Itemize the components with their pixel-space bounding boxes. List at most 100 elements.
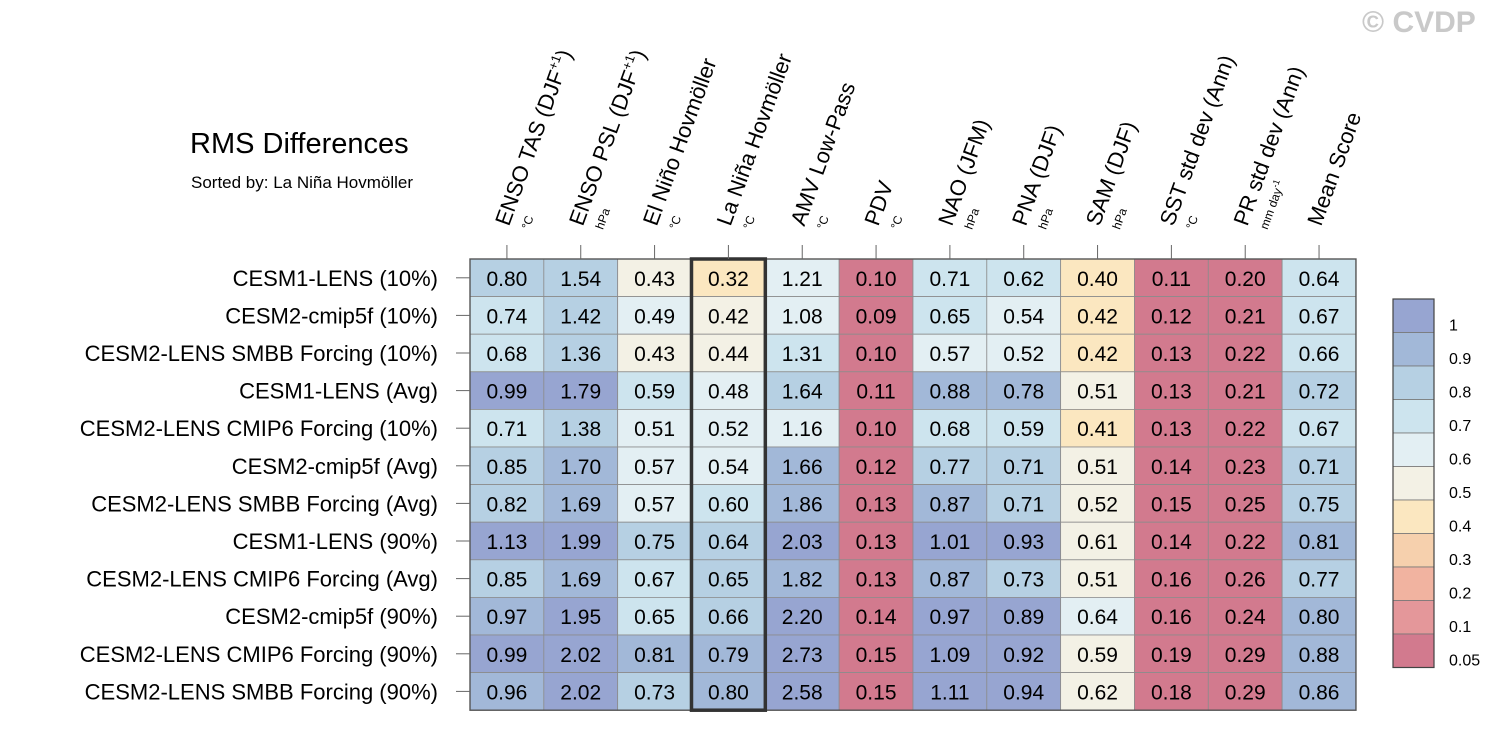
cell-value: 0.62 — [1003, 268, 1044, 291]
cell-value: 0.13 — [856, 531, 897, 554]
heatmap-cell — [1134, 408, 1209, 448]
heatmap-cell — [617, 371, 692, 410]
heatmap-cell — [1060, 634, 1135, 673]
heatmap-cell — [838, 408, 914, 448]
heatmap-cell — [617, 634, 692, 673]
cell-value: 0.57 — [634, 493, 675, 516]
cell-value: 0.51 — [1077, 569, 1118, 592]
heatmap-cell — [543, 484, 619, 523]
cell-value: 0.57 — [929, 343, 970, 366]
heatmap-cell — [1207, 446, 1283, 485]
cell-value: 1.08 — [782, 305, 823, 328]
cell-value: 0.80 — [708, 681, 749, 704]
cell-value: 1.16 — [782, 418, 823, 441]
heatmap-cell — [691, 559, 766, 598]
column-unit: °C — [519, 213, 537, 231]
heatmap-cell — [1207, 371, 1283, 410]
colorbar-tick-label: 0.3 — [1449, 552, 1471, 569]
cell-value: 0.96 — [486, 681, 527, 704]
cell-value: 1.69 — [560, 569, 601, 592]
cell-value: 0.80 — [1299, 606, 1340, 629]
cell-value: 0.51 — [1077, 456, 1118, 479]
heatmap-cell — [1281, 672, 1357, 711]
heatmap-cell — [838, 597, 914, 636]
column-label: El Niño Hovmöller — [638, 55, 722, 229]
cell-value: 1.01 — [929, 531, 970, 554]
cell-value: 0.13 — [856, 493, 897, 516]
cell-value: 0.43 — [634, 268, 675, 291]
cell-value: 0.66 — [708, 606, 749, 629]
cell-value: 0.71 — [1299, 456, 1340, 479]
heatmap-cell — [1207, 408, 1283, 448]
cell-value: 0.71 — [1003, 456, 1044, 479]
colorbar-tick-label: 0.4 — [1449, 519, 1471, 536]
column-unit: °C — [1183, 213, 1201, 231]
cell-value: 0.13 — [1151, 381, 1192, 404]
colorbar-tick-label: 0.1 — [1449, 619, 1471, 636]
heatmap-cell — [1281, 484, 1357, 523]
colorbar-segment — [1392, 533, 1435, 568]
cell-value: 0.78 — [1003, 381, 1044, 404]
heatmap-cell — [1134, 371, 1209, 410]
row-label: CESM1-LENS (90%) — [233, 529, 438, 554]
cell-value: 2.02 — [560, 644, 601, 667]
row-label: CESM2-cmip5f (10%) — [225, 303, 438, 328]
cell-value: 0.09 — [856, 305, 897, 328]
column-label: SST std dev (Ann) — [1155, 52, 1240, 229]
colorbar-segment — [1392, 399, 1435, 434]
cell-value: 0.59 — [1077, 644, 1118, 667]
cell-value: 2.20 — [782, 606, 823, 629]
cell-value: 0.21 — [1225, 381, 1266, 404]
column-label: SAM (DJF) — [1081, 118, 1142, 229]
heatmap-cell — [1281, 333, 1357, 373]
colorbar-segment — [1392, 566, 1435, 601]
heatmap-cell — [764, 597, 840, 636]
heatmap-cell — [469, 559, 545, 598]
cell-value: 0.94 — [1003, 681, 1044, 704]
heatmap-cell — [543, 446, 619, 485]
cell-value: 1.99 — [560, 531, 601, 554]
row-label: CESM2-LENS SMBB Forcing (10%) — [85, 341, 438, 366]
cell-value: 1.11 — [930, 681, 969, 704]
column-label-group: NAO (JFM)hPa — [933, 116, 995, 231]
column-unit: °C — [666, 213, 684, 231]
heatmap-cell — [469, 333, 545, 373]
cell-value: 1.86 — [782, 493, 823, 516]
heatmap-cell — [764, 296, 840, 335]
cell-value: 0.77 — [1299, 569, 1340, 592]
heatmap-cell — [986, 408, 1062, 448]
cell-value: 2.02 — [560, 681, 601, 704]
cell-value: 0.42 — [1077, 343, 1118, 366]
cell-value: 0.57 — [634, 456, 675, 479]
cell-value: 0.71 — [486, 418, 527, 441]
heatmap-cell — [1060, 296, 1135, 335]
row-label: CESM2-LENS CMIP6 Forcing (10%) — [80, 416, 438, 441]
heatmap-cell — [986, 521, 1062, 561]
heatmap-cell — [617, 672, 692, 711]
cell-value: 0.68 — [486, 343, 527, 366]
cell-value: 0.54 — [708, 456, 749, 479]
heatmap-cell — [691, 446, 766, 485]
column-label-group: SAM (DJF)hPa — [1081, 118, 1142, 231]
cell-value: 0.13 — [1151, 418, 1192, 441]
cell-value: 0.14 — [1151, 531, 1192, 554]
heatmap-cell — [1207, 258, 1283, 297]
cell-value: 1.42 — [560, 305, 601, 328]
heatmap-cell — [912, 371, 988, 410]
cell-value: 0.16 — [1151, 606, 1192, 629]
heatmap-cell — [691, 333, 766, 373]
heatmap-cell — [764, 521, 840, 561]
heatmap-cell — [764, 408, 840, 448]
heatmap-cell — [1060, 446, 1135, 485]
heatmap-cell — [912, 634, 988, 673]
heatmap-cell — [986, 634, 1062, 673]
heatmap-cell — [838, 559, 914, 598]
heatmap-cell — [764, 484, 840, 523]
row-label: CESM2-LENS CMIP6 Forcing (Avg) — [86, 567, 438, 592]
colorbar-segment — [1392, 432, 1435, 467]
cell-value: 1.54 — [560, 268, 601, 291]
cell-value: 1.21 — [782, 268, 823, 291]
heatmap-cell — [1060, 597, 1135, 636]
colorbar-segment — [1392, 298, 1435, 333]
